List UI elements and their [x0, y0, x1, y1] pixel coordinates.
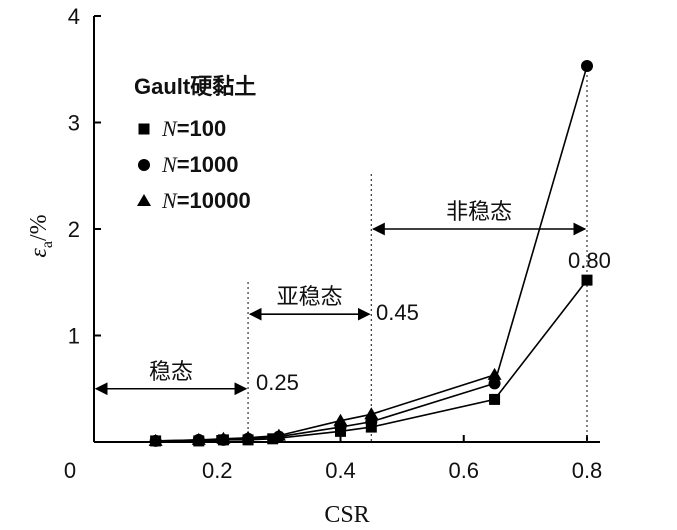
boundary-label: 0.80 — [568, 248, 611, 273]
legend-var: N — [161, 152, 178, 177]
boundary-label: 0.45 — [376, 300, 419, 325]
x-tick-label: 0 — [64, 458, 76, 483]
data-point — [364, 407, 379, 420]
data-point — [581, 60, 593, 73]
x-axis-title: CSR — [324, 502, 369, 528]
data-point — [216, 431, 231, 444]
data-point — [148, 433, 163, 446]
y-axis-title: εa/% — [26, 214, 56, 257]
y-tick-label: 3 — [68, 111, 80, 136]
boundary-guides: 0.25 0.45 0.80 — [247, 60, 611, 442]
legend-label: N=1000 — [161, 152, 238, 177]
legend-value: =1000 — [177, 152, 239, 177]
legend-marker — [138, 159, 150, 171]
series-n-10000 — [148, 367, 502, 446]
boundary-label: 0.25 — [256, 370, 299, 395]
data-point — [489, 393, 501, 405]
plot-area: 0 0.2 0.4 0.6 0.8 1 2 3 4 0.25 0.45 0.80 — [64, 4, 611, 483]
data-point — [487, 367, 502, 380]
legend-marker — [137, 194, 151, 206]
x-tick-label: 0.2 — [202, 458, 233, 483]
legend-marker — [138, 123, 150, 135]
zone-label: 稳态 — [149, 359, 193, 384]
y-tick-label: 1 — [68, 324, 80, 349]
data-point — [267, 433, 279, 445]
legend-var: N — [161, 188, 178, 213]
legend-value: =100 — [177, 116, 227, 141]
y-tick-label: 2 — [68, 217, 80, 242]
zone-label: 亚稳态 — [277, 284, 343, 309]
data-point — [581, 274, 593, 286]
x-tick-label: 0.8 — [572, 458, 603, 483]
legend-label: N=100 — [161, 116, 226, 141]
legend-label: N=10000 — [161, 188, 251, 213]
series-layer — [148, 60, 593, 447]
data-point — [271, 428, 286, 441]
data-point — [333, 413, 348, 426]
legend-var: N — [161, 116, 178, 141]
data-point — [191, 432, 206, 445]
legend-title: Gault硬黏土 — [134, 74, 256, 99]
annotations: 稳态 亚稳态 非稳态 — [94, 199, 587, 396]
legend-value: =10000 — [177, 188, 251, 213]
data-point — [488, 377, 501, 390]
axis-ticks: 0 0.2 0.4 0.6 0.8 1 2 3 4 — [64, 4, 602, 483]
y-tick-label: 4 — [68, 4, 80, 29]
data-point — [241, 430, 256, 443]
x-tick-label: 0.4 — [325, 458, 356, 483]
series-line — [155, 374, 495, 442]
zone-label: 非稳态 — [446, 199, 512, 224]
x-tick-label: 0.6 — [448, 458, 479, 483]
